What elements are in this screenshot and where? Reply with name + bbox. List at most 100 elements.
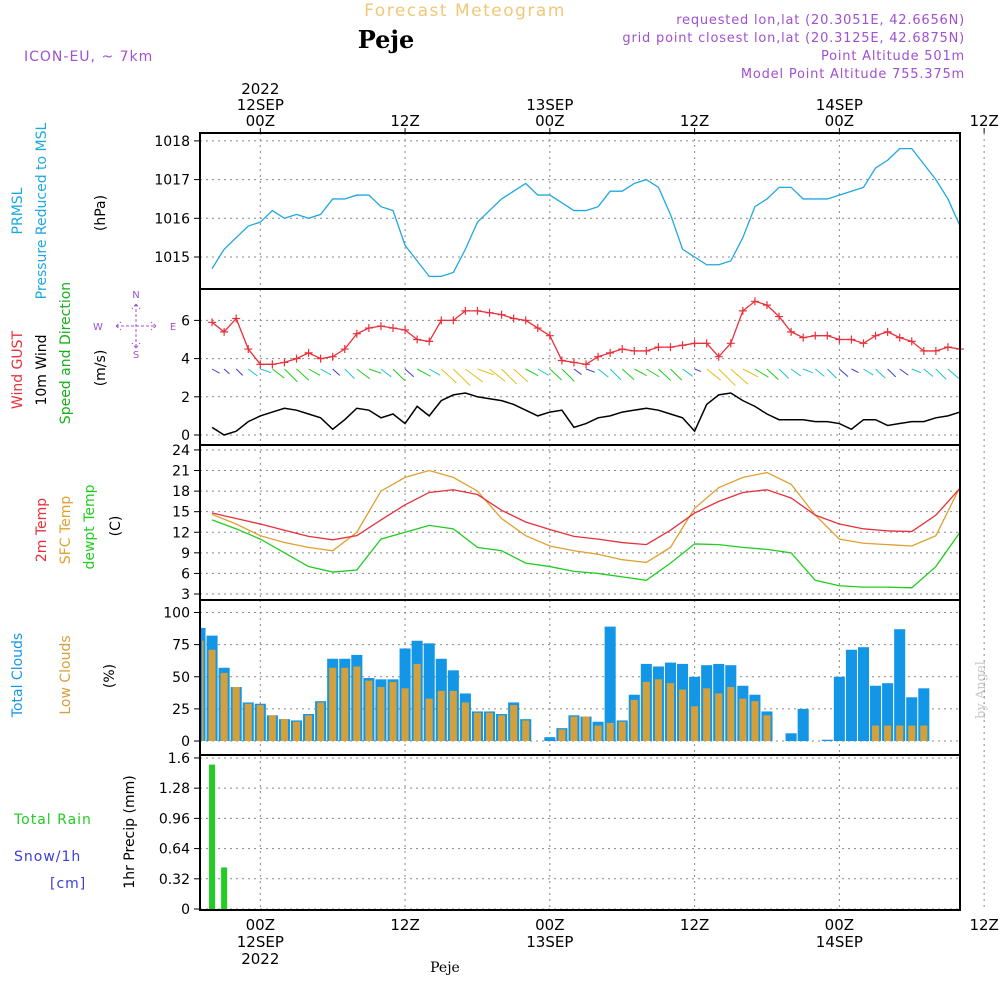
gust-marker	[823, 331, 832, 340]
top-time-label: 13SEP	[526, 96, 573, 114]
wind-arrow	[368, 368, 382, 374]
wind-arrow	[826, 368, 837, 379]
top-time-label: 00Z	[535, 112, 564, 130]
compass-e: E	[170, 322, 176, 333]
wind-arrow	[887, 368, 897, 378]
total-cloud-bar	[821, 739, 833, 741]
wind-arrow	[875, 368, 886, 379]
low-cloud-bar	[606, 723, 614, 741]
gust-marker	[425, 337, 434, 346]
pressure-unit: (hPa)	[93, 195, 109, 231]
gridpoint-coords: grid point closest lon,lat (20.3125E, 42…	[622, 31, 965, 46]
total-cloud-bar	[797, 708, 809, 741]
low-cloud-bar	[305, 715, 313, 741]
wind-arrow	[452, 368, 471, 386]
low-cloud-bar	[401, 688, 409, 741]
y-tick-label: 21	[172, 464, 190, 480]
rain-label: Total Rain	[13, 812, 92, 828]
y-tick-label: 1018	[154, 134, 190, 150]
wind-arrow	[851, 368, 859, 373]
bottom-time-label: 12SEP	[237, 933, 284, 951]
location-title: Peje	[358, 25, 415, 54]
wind-arrow	[573, 368, 582, 375]
wind-arrow	[585, 368, 595, 373]
bottom-time-label: 13SEP	[526, 933, 573, 951]
y-tick-label: 1015	[154, 250, 190, 266]
bottom-time-label: 00Z	[825, 916, 854, 934]
gust-marker	[437, 316, 446, 325]
wind-arrow	[923, 368, 934, 377]
low-cloud-bar	[642, 681, 650, 741]
wind-arrow	[320, 368, 332, 376]
gust-marker	[533, 324, 542, 333]
wind-arrow	[609, 368, 622, 381]
low-cloud-bar	[920, 725, 928, 741]
model-altitude: Model Point Altitude 755.375m	[741, 67, 965, 82]
gust-marker	[509, 314, 518, 323]
wind-arrow	[790, 368, 802, 377]
wind-arrow	[416, 368, 431, 377]
footer-location: Peje	[430, 960, 460, 976]
y-tick-label: 4	[181, 352, 190, 368]
gust-marker	[485, 308, 494, 317]
cloud-unit: (%)	[102, 664, 118, 688]
gust-marker	[738, 306, 747, 315]
low-cloud-bar	[715, 693, 723, 741]
top-time-label: 14SEP	[816, 96, 863, 114]
low-cloud-bar	[485, 712, 494, 741]
top-time-label: 2022	[241, 80, 279, 98]
wind-arrow	[501, 368, 518, 385]
low-cloud-bar	[666, 683, 675, 741]
wind-arrow	[646, 368, 660, 378]
y-tick-label: 6	[181, 313, 190, 329]
y-tick-label: 0	[181, 428, 190, 444]
y-tick-label: 24	[172, 443, 190, 459]
wind-arrow	[308, 368, 321, 376]
gust-marker	[654, 343, 663, 352]
gust-marker	[678, 341, 687, 350]
low-cloud-bar	[353, 666, 361, 741]
gust-marker	[690, 339, 699, 348]
y-tick-label: 1016	[154, 211, 190, 227]
low-cloud-bar	[413, 663, 421, 741]
low-cloud-bar	[510, 705, 518, 741]
wind-arrow	[682, 368, 694, 377]
low-cloud-bar	[751, 701, 759, 741]
wind-arrow	[947, 368, 960, 379]
chart-title: Forecast Meteogram	[364, 1, 566, 21]
total-cloud-bar	[544, 737, 556, 741]
dewpt-label: dewpt Temp	[82, 484, 98, 569]
precip-unit: 1hr Precip (mm)	[122, 775, 138, 888]
bottom-time-label: 12Z	[969, 916, 998, 934]
gust-marker	[943, 343, 952, 352]
low-cloud-bar	[654, 679, 662, 741]
panel-frame-temp	[199, 444, 961, 601]
sfc-temp-line	[211, 469, 961, 564]
gust-marker	[280, 358, 289, 367]
gust-marker	[726, 339, 735, 348]
snow-unit: [cm]	[50, 876, 86, 892]
bottom-time-label: 14SEP	[816, 933, 863, 951]
wind-arrow	[802, 368, 814, 374]
wind-arrow	[296, 368, 310, 381]
low-cloud-bar	[208, 649, 216, 741]
low-cloud-bar	[461, 702, 469, 741]
wind-dir-label: Speed and Direction	[58, 282, 74, 424]
y-tick-label: 1.6	[168, 751, 190, 767]
low-cloud-bar	[908, 725, 916, 741]
low-cloud-bar	[341, 667, 349, 741]
point-altitude: Point Altitude 501m	[821, 49, 965, 64]
wind-arrow	[814, 368, 825, 377]
gust-line	[211, 300, 961, 366]
wind-arrow	[730, 368, 749, 385]
gust-marker	[859, 339, 868, 348]
bottom-time-label: 12Z	[680, 916, 709, 934]
gust-marker	[545, 331, 554, 340]
low-cloud-bar	[594, 725, 602, 741]
low-cloud-bar	[256, 705, 264, 741]
top-time-label: 12SEP	[237, 96, 284, 114]
compass-n: N	[132, 290, 139, 301]
top-time-label: 12Z	[680, 112, 709, 130]
low-cloud-bar	[232, 687, 240, 741]
wind-arrow	[658, 368, 672, 381]
